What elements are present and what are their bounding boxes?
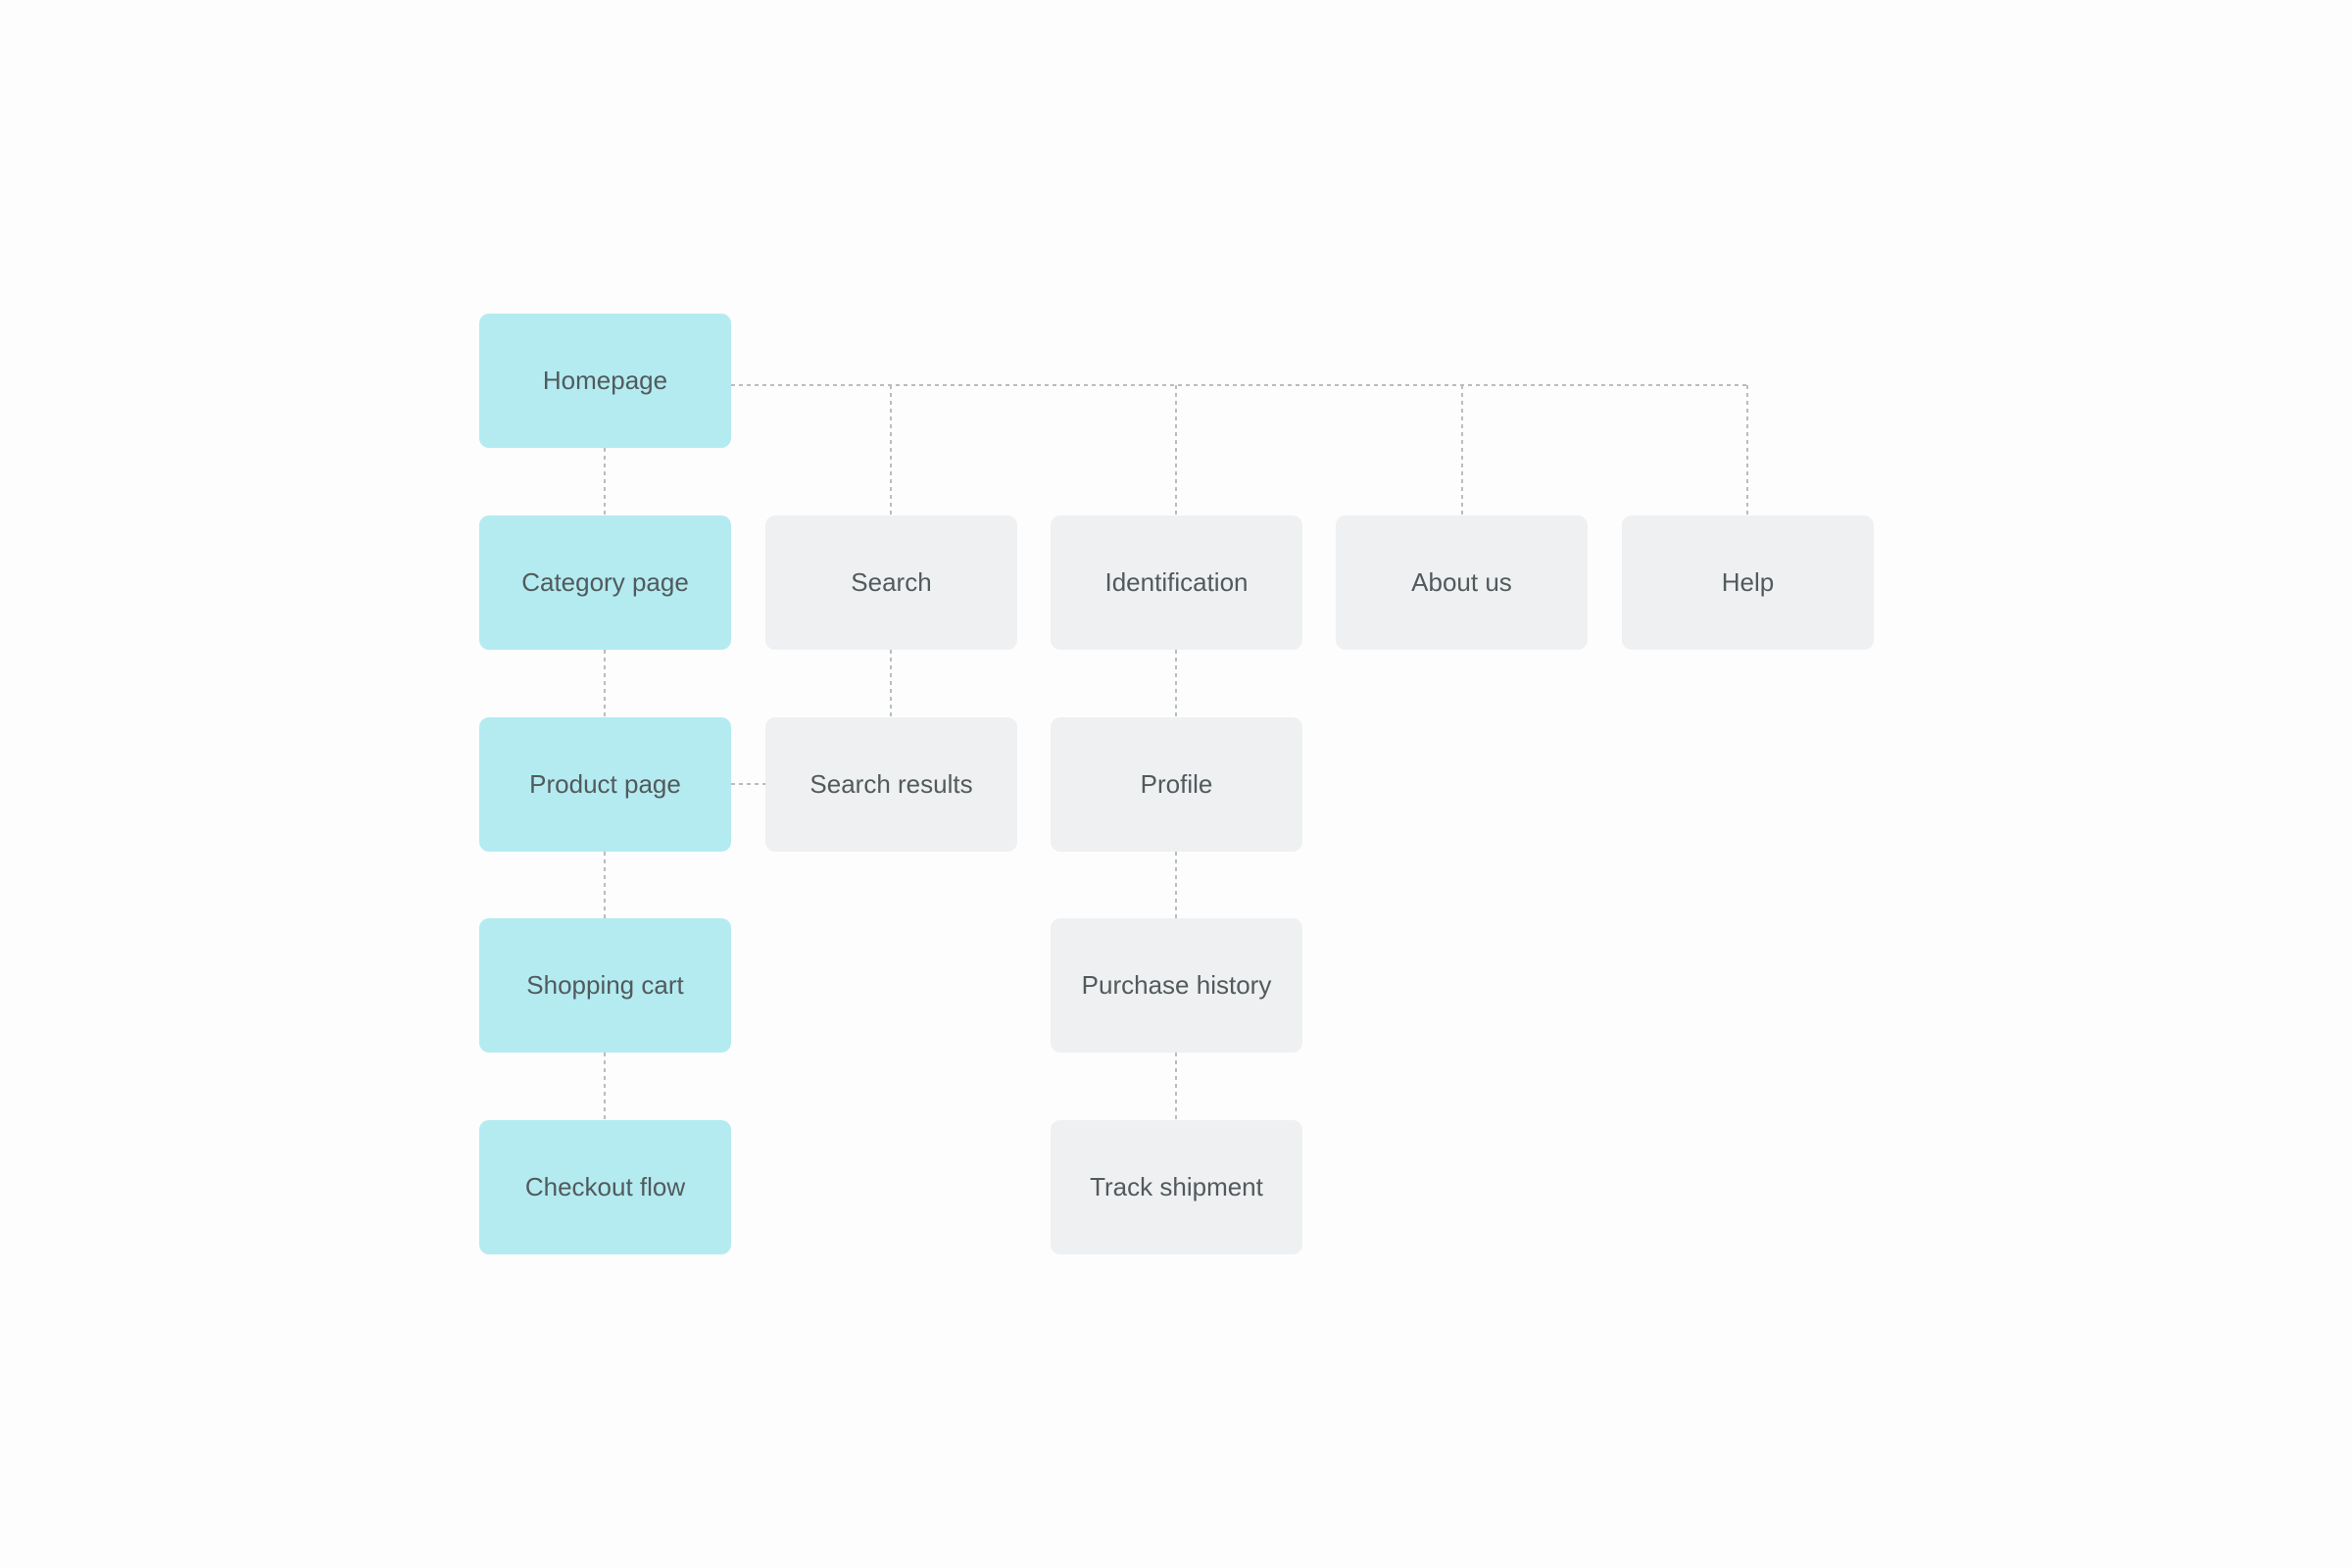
node-about-us[interactable]: About us: [1336, 515, 1588, 650]
node-track-shipment[interactable]: Track shipment: [1051, 1120, 1302, 1254]
node-search-results[interactable]: Search results: [765, 717, 1017, 852]
node-help[interactable]: Help: [1622, 515, 1874, 650]
node-category-page[interactable]: Category page: [479, 515, 731, 650]
node-shopping-cart[interactable]: Shopping cart: [479, 918, 731, 1053]
node-checkout-flow[interactable]: Checkout flow: [479, 1120, 731, 1254]
node-profile[interactable]: Profile: [1051, 717, 1302, 852]
node-identification[interactable]: Identification: [1051, 515, 1302, 650]
node-purchase-history[interactable]: Purchase history: [1051, 918, 1302, 1053]
node-homepage[interactable]: Homepage: [479, 314, 731, 448]
node-product-page[interactable]: Product page: [479, 717, 731, 852]
node-search[interactable]: Search: [765, 515, 1017, 650]
